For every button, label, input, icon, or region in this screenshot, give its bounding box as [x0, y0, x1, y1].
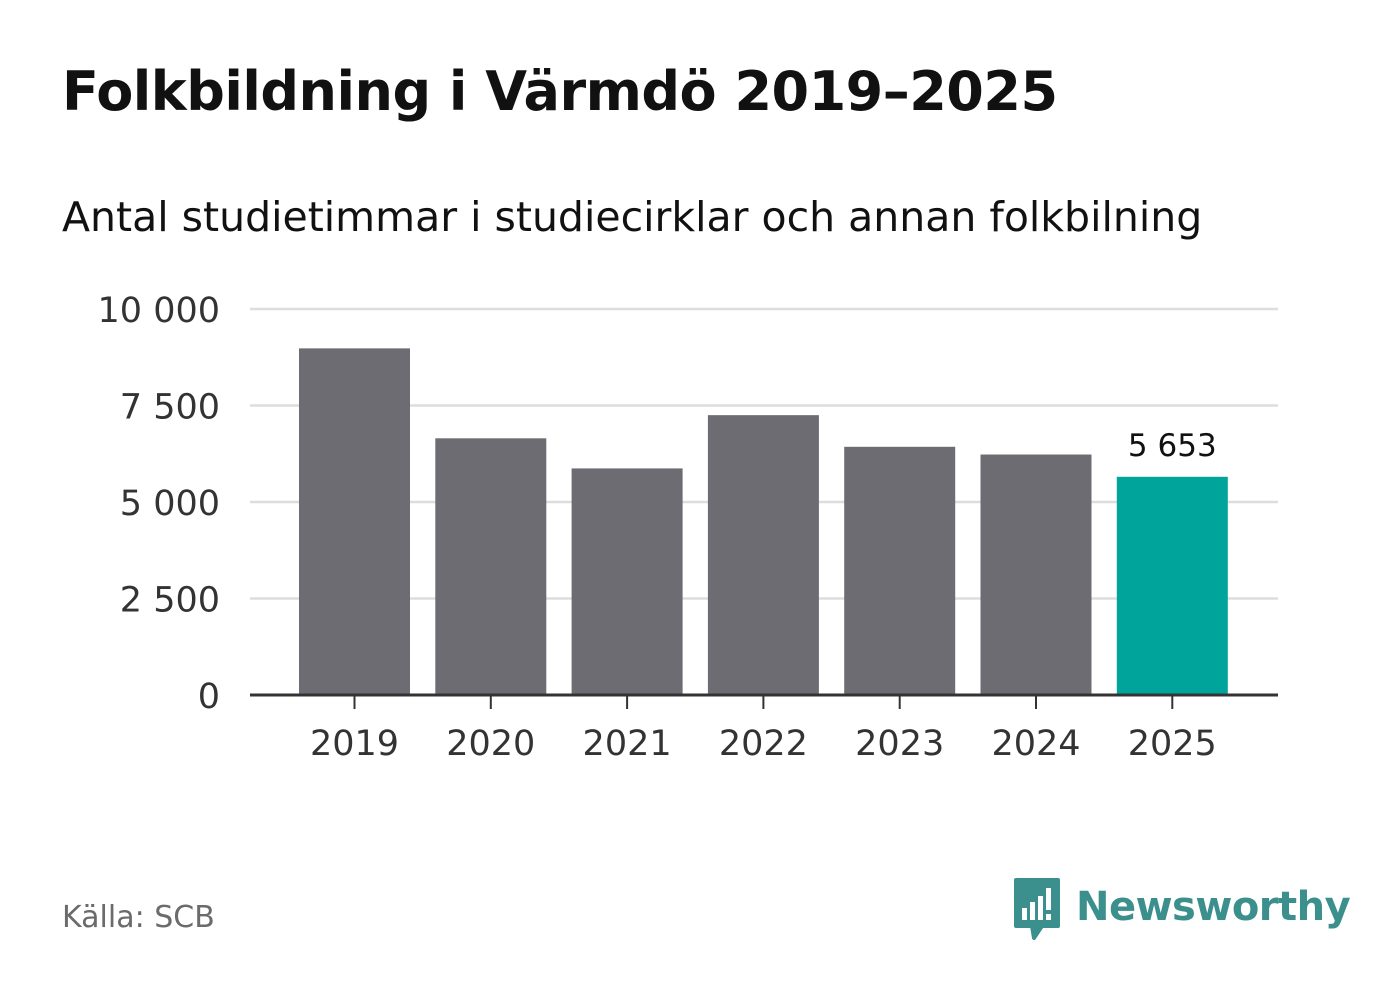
brand-name: Newsworthy: [1076, 884, 1351, 930]
newsworthy-logo-icon: [1014, 878, 1060, 940]
y-tick-label: 5 000: [120, 484, 220, 524]
y-tick-label: 0: [198, 677, 220, 717]
bar: [435, 438, 547, 695]
bar: [844, 446, 956, 695]
x-tick-label: 2023: [855, 724, 944, 764]
y-tick-label: 10 000: [98, 291, 220, 331]
bar: [980, 454, 1092, 695]
chart-title: Folkbildning i Värmdö 2019–2025: [62, 60, 1058, 123]
bar: [707, 415, 819, 695]
x-tick-label: 2025: [1128, 724, 1217, 764]
bar: [299, 348, 410, 695]
data-label: 5 653: [1128, 428, 1217, 464]
brand-logo: Newsworthy: [1012, 876, 1351, 942]
chart-subtitle: Antal studietimmar i studiecirklar och a…: [62, 193, 1203, 241]
x-tick-label: 2024: [991, 724, 1080, 764]
x-tick-label: 2022: [719, 724, 808, 764]
bar: [1116, 476, 1228, 695]
x-tick-label: 2019: [310, 724, 399, 764]
bar: [571, 468, 683, 695]
y-tick-label: 7 500: [120, 388, 220, 428]
x-tick-label: 2021: [583, 724, 672, 764]
x-tick-label: 2020: [446, 724, 535, 764]
y-tick-label: 2 500: [120, 581, 220, 621]
source-note: Källa: SCB: [62, 900, 215, 935]
